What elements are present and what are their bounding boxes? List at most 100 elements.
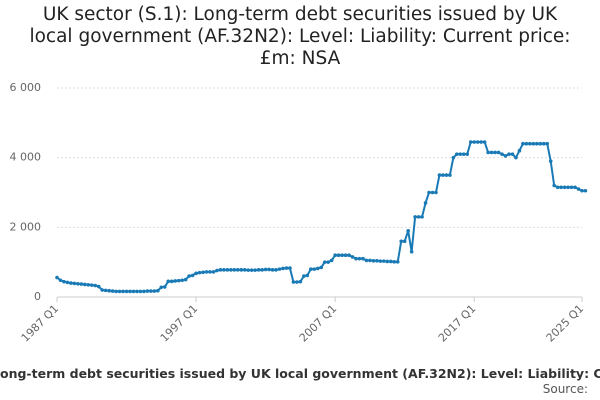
point xyxy=(322,260,327,264)
point xyxy=(448,173,452,177)
point xyxy=(385,259,390,264)
point xyxy=(142,289,146,294)
point xyxy=(162,285,167,289)
point xyxy=(249,268,254,272)
point xyxy=(468,140,473,144)
point xyxy=(218,268,223,272)
point xyxy=(93,283,98,288)
point xyxy=(336,253,341,257)
point xyxy=(260,268,264,272)
point xyxy=(333,253,337,257)
point xyxy=(242,268,247,272)
point xyxy=(176,278,181,283)
point xyxy=(138,289,143,294)
point xyxy=(486,150,490,155)
point xyxy=(395,260,400,264)
point xyxy=(350,255,355,259)
point xyxy=(69,281,73,285)
point xyxy=(114,289,118,294)
point xyxy=(444,173,449,177)
point xyxy=(503,154,508,158)
point xyxy=(458,152,463,156)
point xyxy=(103,288,108,293)
point xyxy=(364,258,369,263)
point xyxy=(135,289,139,294)
point xyxy=(284,266,289,270)
point xyxy=(482,140,487,144)
footer: ong-term debt securities issued by UK lo… xyxy=(0,366,600,381)
point xyxy=(413,215,417,219)
point xyxy=(555,185,560,190)
point xyxy=(545,141,550,146)
point xyxy=(183,277,188,282)
point xyxy=(340,253,344,257)
point xyxy=(507,152,511,156)
point xyxy=(246,268,251,272)
point xyxy=(434,190,438,195)
point xyxy=(472,140,477,144)
x-tick-label: 1997 Q1 xyxy=(158,302,201,345)
point xyxy=(180,278,184,283)
point xyxy=(399,239,404,244)
point xyxy=(58,278,63,283)
point xyxy=(190,273,195,278)
point xyxy=(156,288,160,293)
point xyxy=(375,258,379,263)
point xyxy=(437,173,442,177)
point xyxy=(552,183,556,188)
point xyxy=(277,267,282,271)
point xyxy=(169,279,174,284)
point xyxy=(302,274,306,278)
point xyxy=(110,289,115,293)
point xyxy=(256,268,261,272)
point xyxy=(197,270,202,275)
point xyxy=(232,268,237,272)
point xyxy=(263,267,268,272)
point xyxy=(166,279,171,284)
point xyxy=(222,268,226,272)
point xyxy=(451,155,456,160)
point xyxy=(312,267,317,271)
point xyxy=(409,249,414,254)
point xyxy=(145,289,150,293)
point xyxy=(89,283,94,287)
point xyxy=(514,155,518,160)
y-tick-label: 6 000 xyxy=(10,81,42,94)
point xyxy=(441,173,445,177)
point xyxy=(347,253,351,257)
x-tick-label: 2025 Q1 xyxy=(544,302,587,345)
point xyxy=(62,279,66,284)
point xyxy=(420,215,424,219)
point xyxy=(128,289,132,294)
x-tick-label: 2007 Q1 xyxy=(297,302,340,345)
point xyxy=(124,289,129,294)
y-tick-label: 4 000 xyxy=(10,151,42,164)
point xyxy=(343,253,348,257)
point xyxy=(406,229,410,233)
point xyxy=(117,289,122,294)
point xyxy=(479,140,483,144)
point xyxy=(270,268,275,272)
point xyxy=(541,141,546,146)
point xyxy=(535,141,539,146)
point xyxy=(416,215,421,219)
point xyxy=(131,289,136,294)
point xyxy=(528,141,532,146)
point xyxy=(510,152,515,156)
point xyxy=(583,188,588,193)
point xyxy=(562,185,567,190)
point xyxy=(382,259,386,263)
point xyxy=(121,289,125,294)
point xyxy=(569,185,574,190)
point xyxy=(295,280,299,284)
point xyxy=(580,188,584,193)
point xyxy=(423,201,428,205)
point xyxy=(388,259,393,264)
point xyxy=(354,256,358,261)
point xyxy=(427,190,431,195)
point xyxy=(159,285,164,290)
point xyxy=(215,268,219,273)
point xyxy=(100,288,104,292)
